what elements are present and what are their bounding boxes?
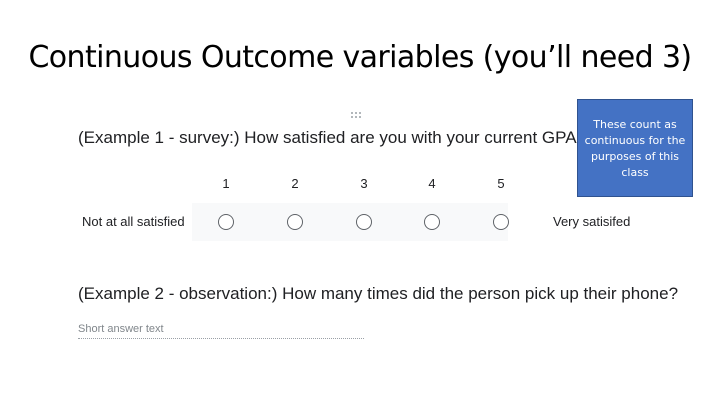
- short-answer-input[interactable]: [78, 320, 364, 339]
- radio-option-3[interactable]: [356, 214, 372, 230]
- radio-option-2[interactable]: [287, 214, 303, 230]
- scale-high-label: Very satisifed: [553, 214, 631, 229]
- scale-number-1: 1: [222, 176, 230, 191]
- scale-number-2: 2: [291, 176, 299, 191]
- callout-note: These count as continuous for the purpos…: [577, 99, 693, 197]
- scale-number-3: 3: [360, 176, 368, 191]
- radio-option-1[interactable]: [218, 214, 234, 230]
- slide-title: Continuous Outcome variables (you’ll nee…: [28, 40, 692, 75]
- radio-option-5[interactable]: [493, 214, 509, 230]
- linear-scale-row: [192, 203, 508, 241]
- radio-option-4[interactable]: [424, 214, 440, 230]
- scale-low-label: Not at all satisfied: [82, 214, 185, 229]
- scale-number-5: 5: [497, 176, 505, 191]
- question-example-2: (Example 2 - observation:) How many time…: [78, 284, 679, 303]
- drag-handle-icon[interactable]: [351, 112, 363, 120]
- question-example-1: (Example 1 - survey:) How satisfied are …: [78, 128, 586, 147]
- scale-number-4: 4: [428, 176, 436, 191]
